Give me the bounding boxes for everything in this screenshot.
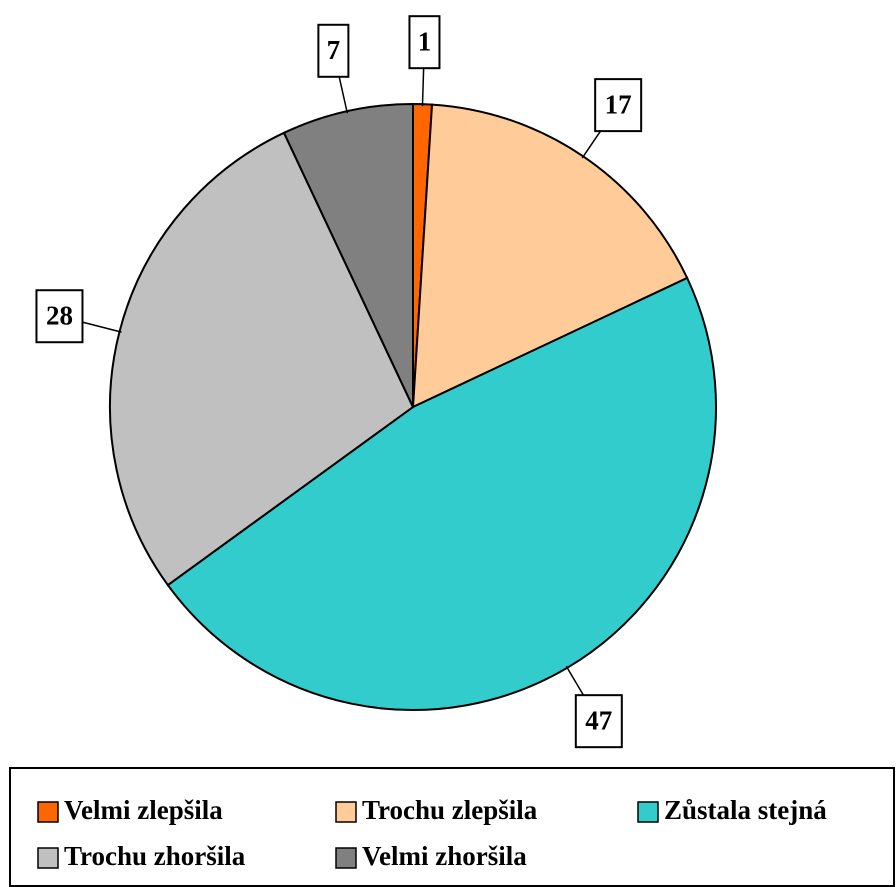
label-box <box>317 23 350 78</box>
legend-swatch <box>37 847 59 869</box>
data-label: 1 <box>418 26 432 56</box>
data-label: 7 <box>327 35 341 65</box>
legend-label: Velmi zlepšila <box>64 795 223 825</box>
label-box <box>408 15 441 70</box>
legend-box <box>9 767 895 887</box>
label-box <box>574 694 623 749</box>
data-label: 47 <box>585 705 612 735</box>
data-label: 17 <box>605 89 632 119</box>
data-label: 28 <box>46 300 73 330</box>
legend-label: Trochu zhoršila <box>64 841 246 871</box>
legend-swatch <box>335 847 357 869</box>
legend-swatch <box>637 801 659 823</box>
label-box <box>594 78 643 133</box>
label-box <box>35 289 84 344</box>
legend-label: Zůstala stejná <box>664 795 827 825</box>
legend-label: Trochu zlepšila <box>362 795 538 825</box>
legend-swatch <box>335 801 357 823</box>
legend-label: Velmi zhoršila <box>362 841 527 871</box>
legend-swatch <box>37 801 59 823</box>
